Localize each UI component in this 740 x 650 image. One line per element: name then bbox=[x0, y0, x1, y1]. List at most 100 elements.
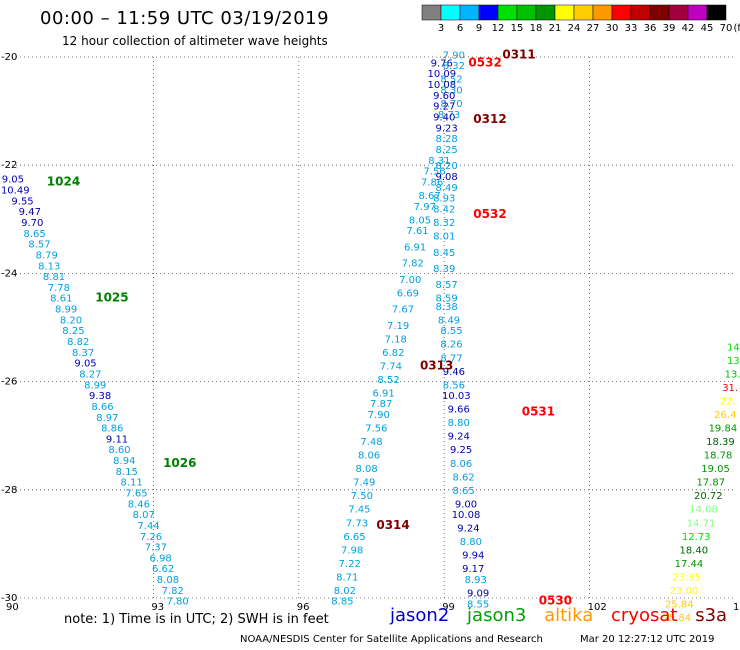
wave-height-label: 6.91 bbox=[372, 388, 394, 399]
wave-height-label: 8.55 bbox=[467, 599, 489, 610]
colorbar-label: 24 bbox=[568, 23, 581, 34]
wave-height-label: 8.07 bbox=[133, 510, 155, 521]
pass-id-label: 0532 bbox=[473, 207, 506, 221]
pass-id-label: 0530 bbox=[539, 594, 572, 608]
wave-height-label: 23.00 bbox=[670, 586, 699, 597]
wave-height-label: 8.32 bbox=[443, 61, 465, 72]
wave-height-label: 7.61 bbox=[406, 226, 428, 237]
wave-height-label: 9.09 bbox=[467, 589, 489, 600]
colorbar-swatch bbox=[459, 4, 480, 21]
colorbar-label: 3 bbox=[438, 23, 444, 34]
wave-height-label: 14.71 bbox=[687, 518, 716, 529]
pass-id-label: 1026 bbox=[163, 456, 196, 470]
axis-ticks: 90 93 96 99 102 105 -20 -22 -24 -26 -28 -30 bbox=[1, 52, 740, 613]
wave-height-label: 9.05 bbox=[74, 359, 96, 370]
wave-height-label: 9.46 bbox=[443, 367, 465, 378]
wave-height-label: 25.84 bbox=[663, 613, 692, 624]
wave-height-label: 10.09 bbox=[427, 69, 456, 80]
colorbar-label: 33 bbox=[625, 23, 638, 34]
wave-height-label: 8.71 bbox=[336, 572, 358, 583]
wave-height-label: 7.18 bbox=[385, 334, 407, 345]
wave-height-label: 8.05 bbox=[409, 215, 431, 226]
wave-height-label: 7.82 bbox=[402, 259, 424, 270]
wave-height-label: 8.59 bbox=[435, 294, 457, 305]
wave-height-label: 8.02 bbox=[334, 586, 356, 597]
wave-height-label: 7.97 bbox=[414, 202, 436, 213]
y-tick-label: -28 bbox=[1, 485, 17, 496]
wave-height-label: 8.06 bbox=[450, 459, 472, 470]
wave-height-label: 8.20 bbox=[60, 315, 82, 326]
wave-height-label: 19.84 bbox=[709, 424, 738, 435]
wave-height-label: 20.72 bbox=[694, 491, 723, 502]
wave-height-label: 8.61 bbox=[50, 294, 72, 305]
wave-height-label: 9.38 bbox=[89, 391, 111, 402]
legend-item: cryosat bbox=[611, 605, 678, 626]
wave-height-label: 7.78 bbox=[48, 283, 70, 294]
wave-height-label: 9.60 bbox=[433, 91, 455, 102]
wave-height-label: 8.31 bbox=[428, 156, 450, 167]
wave-height-label: 7.80 bbox=[167, 597, 189, 608]
wave-height-label: 8.27 bbox=[79, 369, 101, 380]
x-tick-label: 90 bbox=[6, 602, 19, 613]
wave-height-label: 9.11 bbox=[106, 434, 128, 445]
wave-height-label: 7.87 bbox=[370, 399, 392, 410]
wave-height-label: 7.48 bbox=[360, 437, 382, 448]
wave-height-label: 8.99 bbox=[84, 380, 106, 391]
wave-height-label: 9.70 bbox=[21, 218, 43, 229]
wave-height-label: 9.47 bbox=[19, 207, 41, 218]
wave-height-label: 7.26 bbox=[140, 532, 162, 543]
wave-height-label: 7.86 bbox=[421, 177, 443, 188]
wave-height-label: 8.57 bbox=[28, 240, 50, 251]
colorbar-swatch bbox=[554, 4, 575, 21]
pass-labels: 0311053203121024053210250313053110260314… bbox=[47, 47, 572, 607]
wave-height-label: 31. bbox=[722, 383, 738, 394]
pass-id-label: 0314 bbox=[376, 518, 409, 532]
grid bbox=[8, 56, 735, 599]
wave-height-label: 8.37 bbox=[72, 348, 94, 359]
footer-timestamp: Mar 20 12:27:12 UTC 2019 bbox=[580, 634, 715, 645]
wave-height-label: 6.91 bbox=[404, 242, 426, 253]
pass-id-label: 1025 bbox=[95, 291, 128, 305]
wave-height-label: 8.97 bbox=[96, 413, 118, 424]
y-tick-label: -22 bbox=[1, 160, 17, 171]
colorbar-swatch bbox=[668, 4, 689, 21]
colorbar-label: 70 bbox=[720, 23, 733, 34]
wave-height-label: 7.56 bbox=[423, 167, 445, 178]
y-tick-label: -24 bbox=[1, 268, 17, 279]
wave-height-label: 10.08 bbox=[452, 510, 481, 521]
colorbar-label: (ft) bbox=[733, 23, 740, 34]
wave-height-label: 6.69 bbox=[397, 288, 419, 299]
wave-height-label: 7.22 bbox=[339, 559, 361, 570]
colorbar-swatch bbox=[592, 4, 613, 21]
colorbar-swatch bbox=[687, 4, 708, 21]
colorbar-label: 36 bbox=[644, 23, 657, 34]
wave-height-label: 12.73 bbox=[682, 532, 711, 543]
wave-height-label: 18.40 bbox=[679, 545, 708, 556]
wave-height-label: 9.66 bbox=[448, 405, 470, 416]
wave-height-label: 8.49 bbox=[438, 315, 460, 326]
wave-height-label: 9.00 bbox=[455, 499, 477, 510]
wave-height-label: 9.17 bbox=[462, 564, 484, 575]
wave-height-label: 8.52 bbox=[440, 75, 462, 86]
colorbar-label: 42 bbox=[682, 23, 695, 34]
x-tick-label: 93 bbox=[151, 602, 164, 613]
colorbar-swatch bbox=[573, 4, 594, 21]
wave-height-label: 7.98 bbox=[341, 545, 363, 556]
wave-height-label: 8.86 bbox=[101, 424, 123, 435]
wave-height-label: 9.05 bbox=[2, 175, 24, 186]
wave-height-label: 8.15 bbox=[116, 467, 138, 478]
wave-height-label: 9.94 bbox=[462, 551, 484, 562]
wave-height-label: 9.25 bbox=[450, 445, 472, 456]
wave-height-label: 10.03 bbox=[442, 391, 471, 402]
wave-height-label: 7.67 bbox=[392, 305, 414, 316]
wave-height-label: 9.08 bbox=[435, 172, 457, 183]
colorbar-swatch bbox=[630, 4, 651, 21]
wave-height-label: 9.76 bbox=[431, 58, 453, 69]
x-tick-label: 96 bbox=[297, 602, 310, 613]
colorbar-swatch bbox=[611, 4, 632, 21]
wave-height-label: 26.4 bbox=[714, 410, 736, 421]
wave-height-label: 8.80 bbox=[448, 418, 470, 429]
wave-height-label: 7.56 bbox=[365, 424, 387, 435]
chart-title: 00:00 – 11:59 UTC 03/19/2019 bbox=[40, 8, 330, 29]
